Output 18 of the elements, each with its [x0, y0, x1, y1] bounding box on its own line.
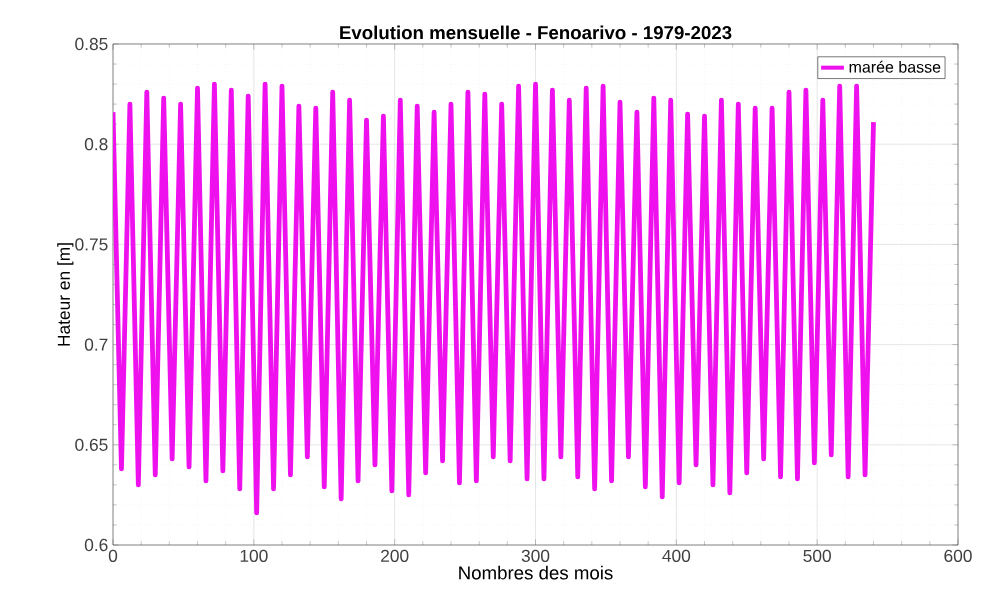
- x-tick-label: 300: [521, 549, 550, 562]
- legend-label: marée basse: [849, 60, 941, 73]
- y-tick-label: 0.75: [75, 238, 108, 251]
- x-tick-label: 100: [240, 549, 268, 562]
- chart-title: Evolution mensuelle - Fenoarivo - 1979-2023: [340, 25, 732, 40]
- y-tick-label: 0.65: [75, 438, 108, 451]
- y-tick-label: 0.85: [75, 37, 108, 51]
- y-tick-label: 0.6: [84, 538, 108, 552]
- line-series: [113, 81, 876, 516]
- x-axis-title: Nombres des mois: [459, 565, 613, 580]
- x-tick-label: 400: [662, 549, 691, 562]
- x-tick-label: 0: [108, 549, 118, 562]
- y-tick-label: 0.7: [84, 338, 108, 351]
- x-tick-label: 600: [944, 549, 972, 562]
- y-tick-label: 0.8: [84, 138, 108, 151]
- y-axis-title: Hateur en [m]: [57, 243, 74, 346]
- x-tick-label: 500: [803, 549, 831, 562]
- x-tick-label: 200: [381, 549, 409, 562]
